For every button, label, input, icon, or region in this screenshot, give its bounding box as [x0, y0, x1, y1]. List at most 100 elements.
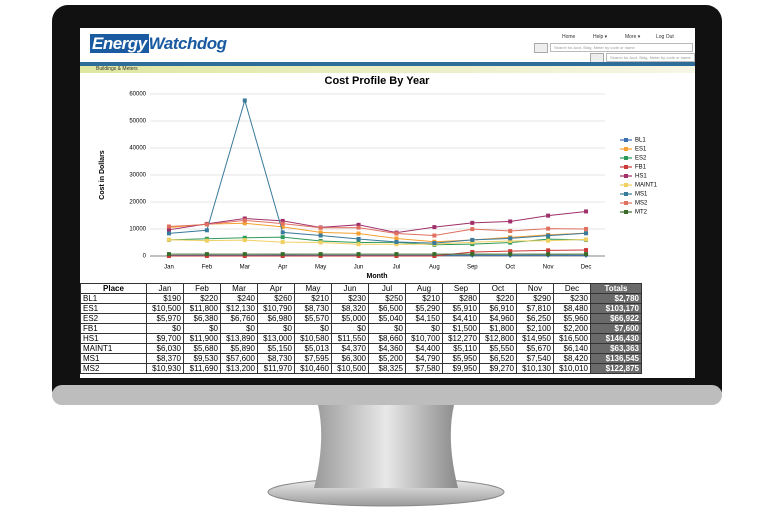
cell: $1,800: [479, 323, 517, 334]
legend-marker: [624, 201, 628, 205]
column-header: Feb: [183, 283, 221, 294]
table-row: MS2 $10,930 $11,690 $13,200 $11,970 $10,460 $1…: [80, 363, 642, 374]
cell: $63,363: [590, 343, 642, 354]
cell: $4,360: [368, 343, 406, 354]
column-header: Apr: [257, 283, 295, 294]
legend-label: MS1: [635, 192, 648, 198]
logo: Energy Watchdog: [90, 34, 227, 54]
cell: $190: [146, 293, 184, 304]
data-point: [508, 252, 513, 257]
cell: $13,000: [257, 333, 295, 344]
search-box[interactable]: Search for Acct, Bldg, Meter by code or …: [606, 53, 695, 62]
x-tick-label: Oct: [506, 265, 516, 271]
cell: $0: [331, 323, 369, 334]
cell: $4,960: [479, 313, 517, 324]
cell: $10,010: [553, 363, 591, 374]
cell: $5,950: [442, 353, 480, 364]
data-point: [280, 221, 285, 226]
data-point: [584, 231, 589, 236]
cell: $4,150: [405, 313, 443, 324]
table-row: HS1 $9,700 $11,900 $13,890 $13,000 $10,580 $11…: [80, 333, 642, 344]
table-row: ES1 $10,500 $11,800 $12,130 $10,790 $8,730 $8,…: [80, 303, 642, 314]
data-point: [204, 228, 209, 233]
cell: $6,300: [331, 353, 369, 364]
x-tick-label: Jan: [164, 265, 174, 271]
cell: $5,550: [479, 343, 517, 354]
legend-marker: [624, 156, 628, 160]
cell: $5,013: [294, 343, 332, 354]
data-table: Place Jan Feb Mar Apr May Jun Jul Aug Sep Oct Nov De…: [80, 283, 642, 374]
cell: $230: [553, 293, 591, 304]
cell: $66,922: [590, 313, 642, 324]
cell: $13,890: [220, 333, 258, 344]
cell: $0: [220, 323, 258, 334]
cell: $6,140: [553, 343, 591, 354]
legend-marker: [624, 147, 628, 151]
legend-marker: [624, 165, 628, 169]
row-label: ES1: [80, 303, 147, 314]
header-bar: [80, 62, 695, 66]
column-header: Dec: [553, 283, 591, 294]
table-row: BL1 $190 $220 $240 $260 $210 $230 $250 $210 $280 $…: [80, 293, 642, 304]
row-label: MAINT1: [80, 343, 147, 354]
data-point: [432, 241, 437, 246]
cell: $5,970: [146, 313, 184, 324]
nav-more[interactable]: More ▾: [625, 34, 641, 40]
cell: $57,600: [220, 353, 258, 364]
legend-label: BL1: [635, 138, 646, 144]
cell: $6,250: [516, 313, 554, 324]
data-point: [546, 213, 551, 218]
cell: $10,460: [294, 363, 332, 374]
cell: $16,500: [553, 333, 591, 344]
nav-help[interactable]: Help ▾: [593, 34, 608, 40]
cell: $5,960: [553, 313, 591, 324]
cell: $14,950: [516, 333, 554, 344]
cell: $8,730: [257, 353, 295, 364]
data-point: [280, 235, 285, 240]
data-point: [470, 240, 475, 245]
cell: $7,540: [516, 353, 554, 364]
column-header: Aug: [405, 283, 443, 294]
cell: $9,700: [146, 333, 184, 344]
cell: $8,480: [553, 303, 591, 314]
cell: $4,790: [405, 353, 443, 364]
x-tick-label: Jul: [393, 265, 401, 271]
data-point: [432, 252, 437, 257]
cell: $5,040: [368, 313, 406, 324]
breadcrumb[interactable]: Buildings & Meters: [96, 66, 138, 72]
cell: $12,270: [442, 333, 480, 344]
data-point: [204, 238, 209, 243]
x-tick-label: Sep: [467, 265, 478, 271]
cell: $5,670: [516, 343, 554, 354]
data-point: [432, 233, 437, 238]
y-tick-label: 20000: [129, 200, 146, 206]
column-header: May: [294, 283, 332, 294]
cell: $10,790: [257, 303, 295, 314]
data-point: [242, 252, 247, 257]
cell: $11,970: [257, 363, 295, 374]
data-point: [166, 252, 171, 257]
cell: $0: [368, 323, 406, 334]
data-point: [242, 221, 247, 226]
data-point: [584, 226, 589, 231]
x-tick-label: Feb: [202, 265, 213, 271]
search-box[interactable]: Search for Acct, Bldg, Meter by code or …: [550, 43, 693, 52]
search-button[interactable]: [534, 43, 548, 53]
column-header: Jan: [146, 283, 184, 294]
data-point: [546, 226, 551, 231]
data-point: [166, 231, 171, 236]
data-point: [508, 239, 513, 244]
cell: $11,690: [183, 363, 221, 374]
nav-logout[interactable]: Log Out: [656, 34, 674, 40]
cell: $4,400: [405, 343, 443, 354]
nav-home[interactable]: Home: [562, 34, 576, 40]
x-tick-label: Apr: [278, 265, 287, 271]
cell: $5,570: [294, 313, 332, 324]
cell: $260: [257, 293, 295, 304]
cell: $5,150: [257, 343, 295, 354]
legend-label: MT2: [635, 210, 648, 216]
data-point: [508, 249, 513, 254]
y-tick-label: 40000: [129, 146, 146, 152]
cell: $9,530: [183, 353, 221, 364]
